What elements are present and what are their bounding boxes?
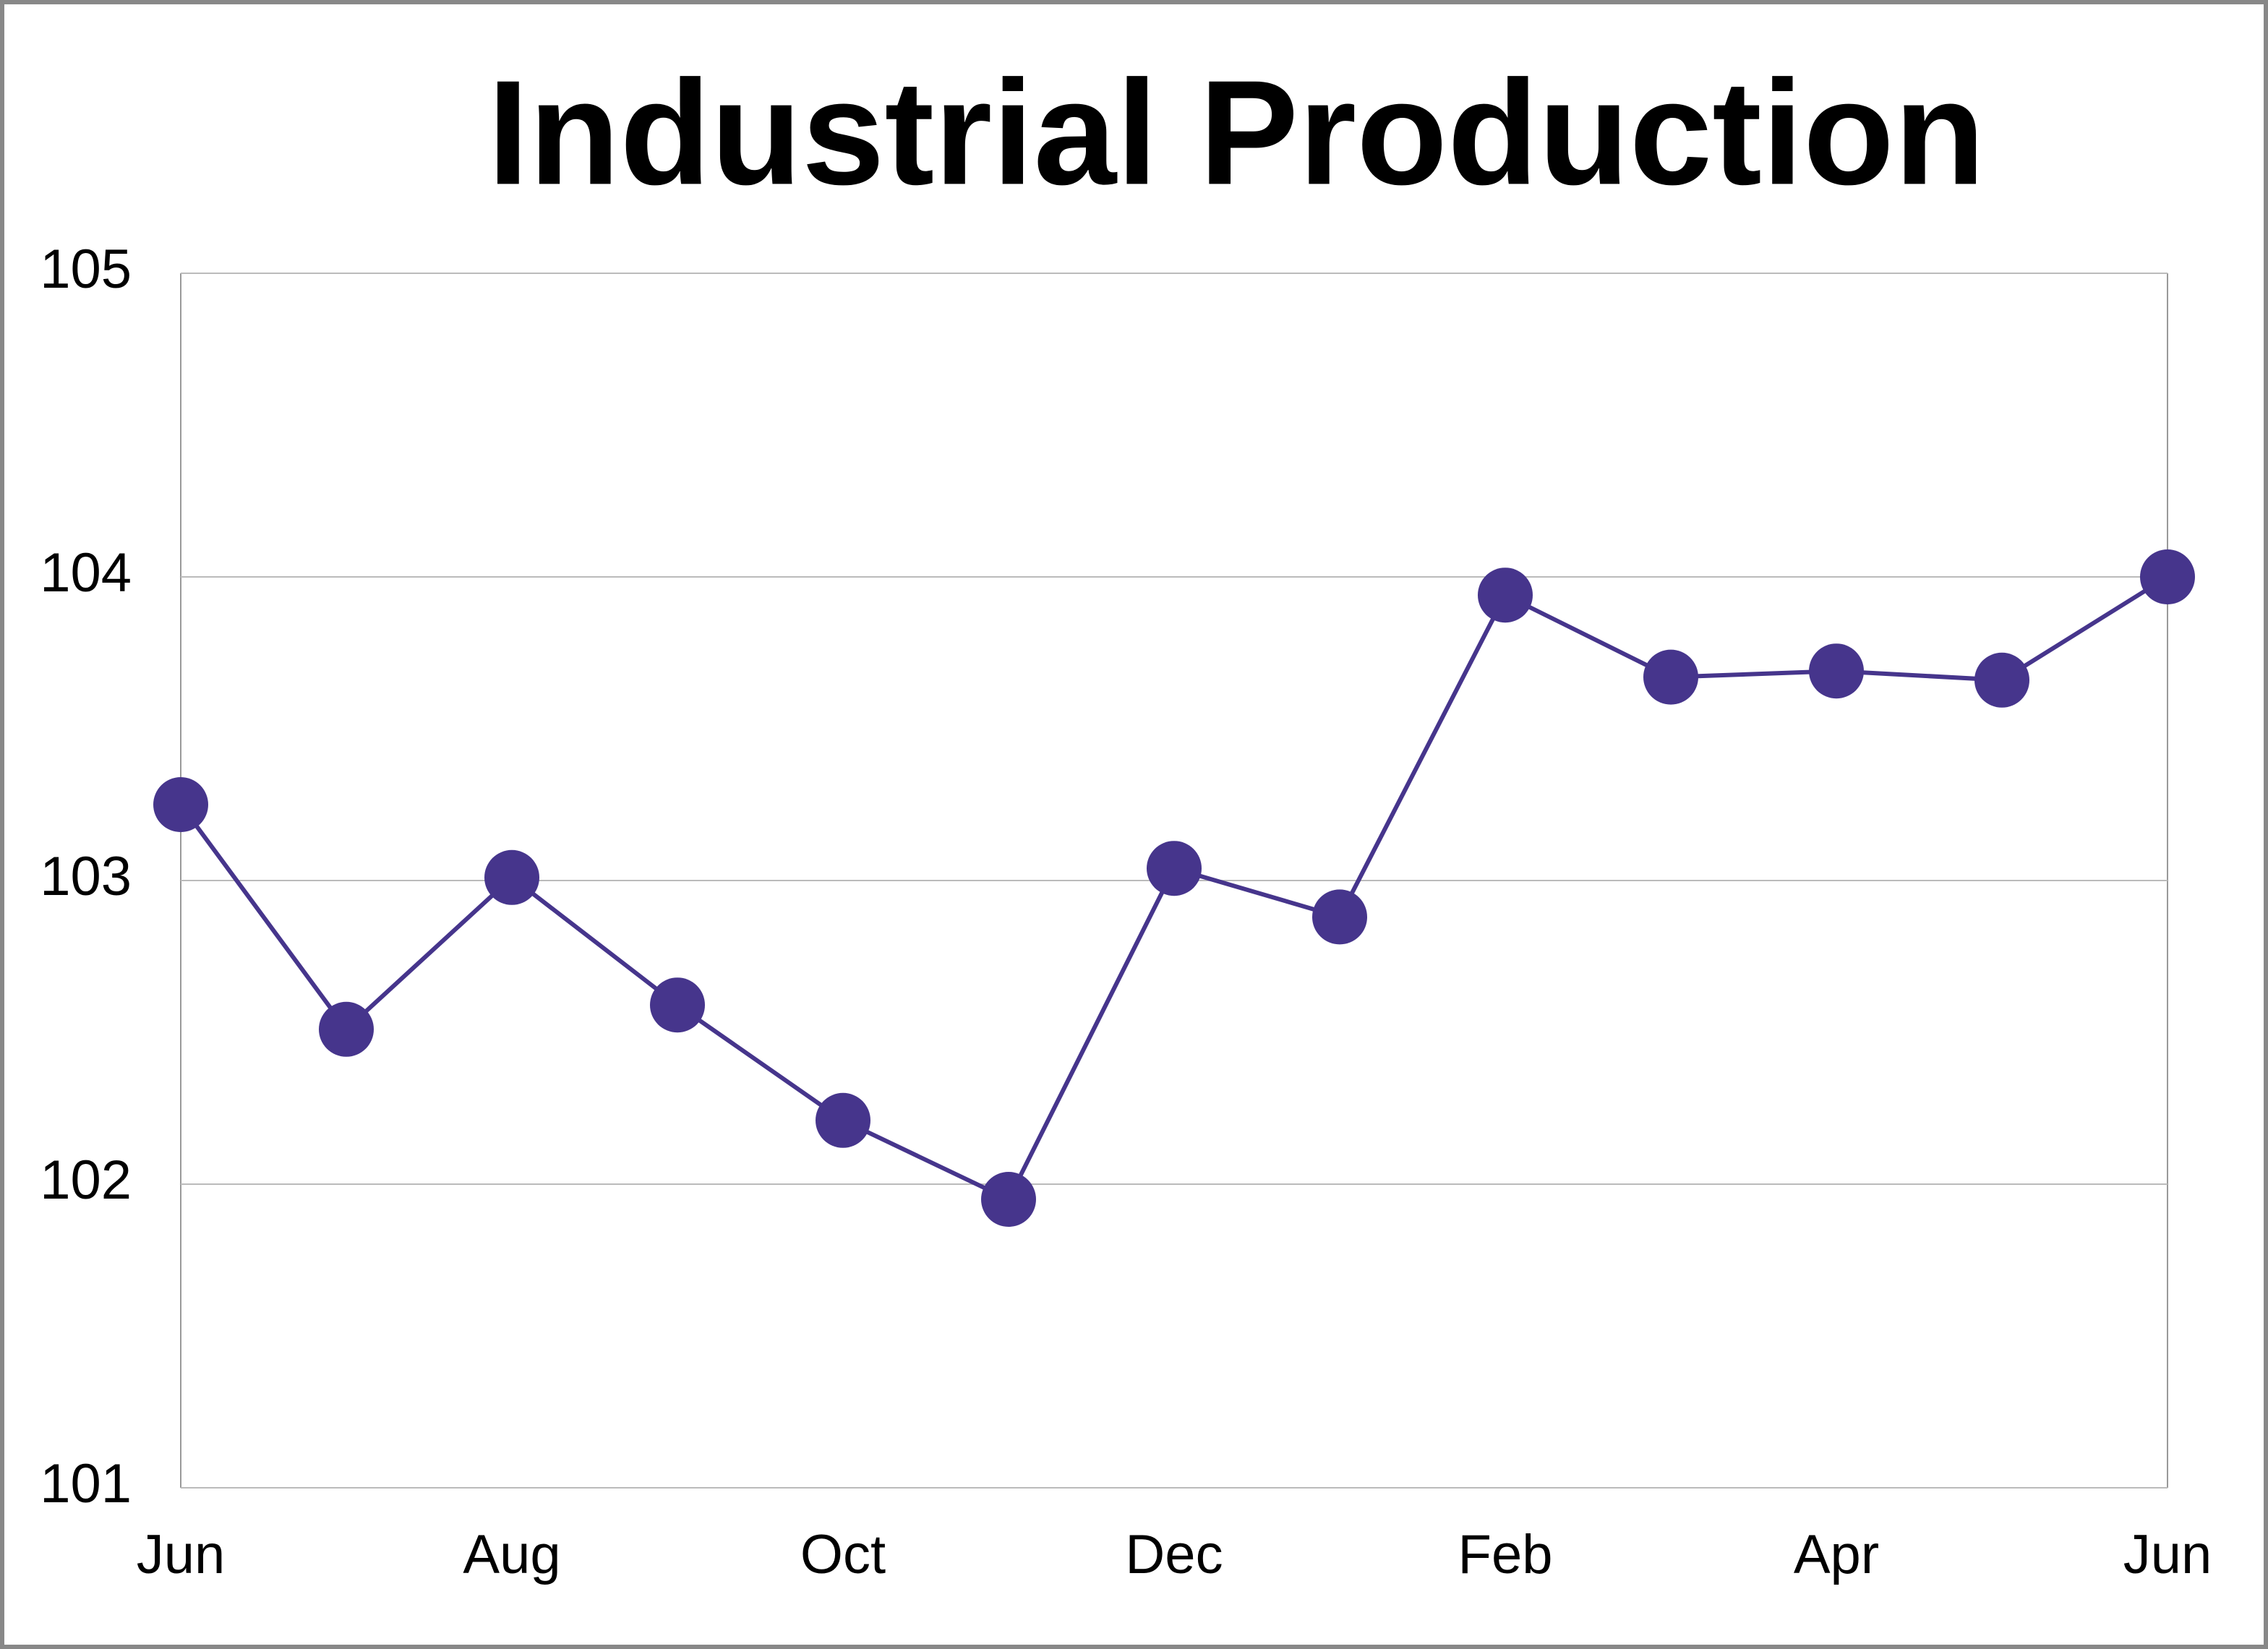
y-tick-label: 105: [40, 239, 132, 300]
data-point: [1974, 652, 2029, 708]
data-point: [484, 849, 539, 905]
data-point: [1643, 649, 1698, 705]
data-point: [319, 1001, 374, 1057]
data-point: [1312, 889, 1367, 945]
y-tick-label: 102: [40, 1149, 132, 1211]
data-point: [1809, 643, 1864, 699]
x-tick-label: Jun: [137, 1524, 226, 1585]
x-tick-label: Dec: [1125, 1524, 1223, 1585]
x-tick-label: Feb: [1458, 1524, 1553, 1585]
y-tick-label: 103: [40, 846, 132, 907]
x-tick-label: Apr: [1794, 1524, 1879, 1585]
y-tick-label: 104: [40, 542, 132, 604]
data-point: [1478, 567, 1533, 623]
data-point: [153, 777, 208, 832]
data-point: [650, 977, 705, 1033]
chart-title: Industrial Production: [487, 49, 1985, 215]
y-tick-label: 101: [40, 1453, 132, 1515]
data-point: [816, 1092, 870, 1148]
data-point: [981, 1172, 1036, 1227]
data-point: [1147, 841, 1202, 896]
x-tick-label: Oct: [800, 1524, 886, 1585]
x-tick-label: Aug: [463, 1524, 560, 1585]
x-tick-label: Jun: [2123, 1524, 2212, 1585]
data-point: [2140, 549, 2195, 604]
